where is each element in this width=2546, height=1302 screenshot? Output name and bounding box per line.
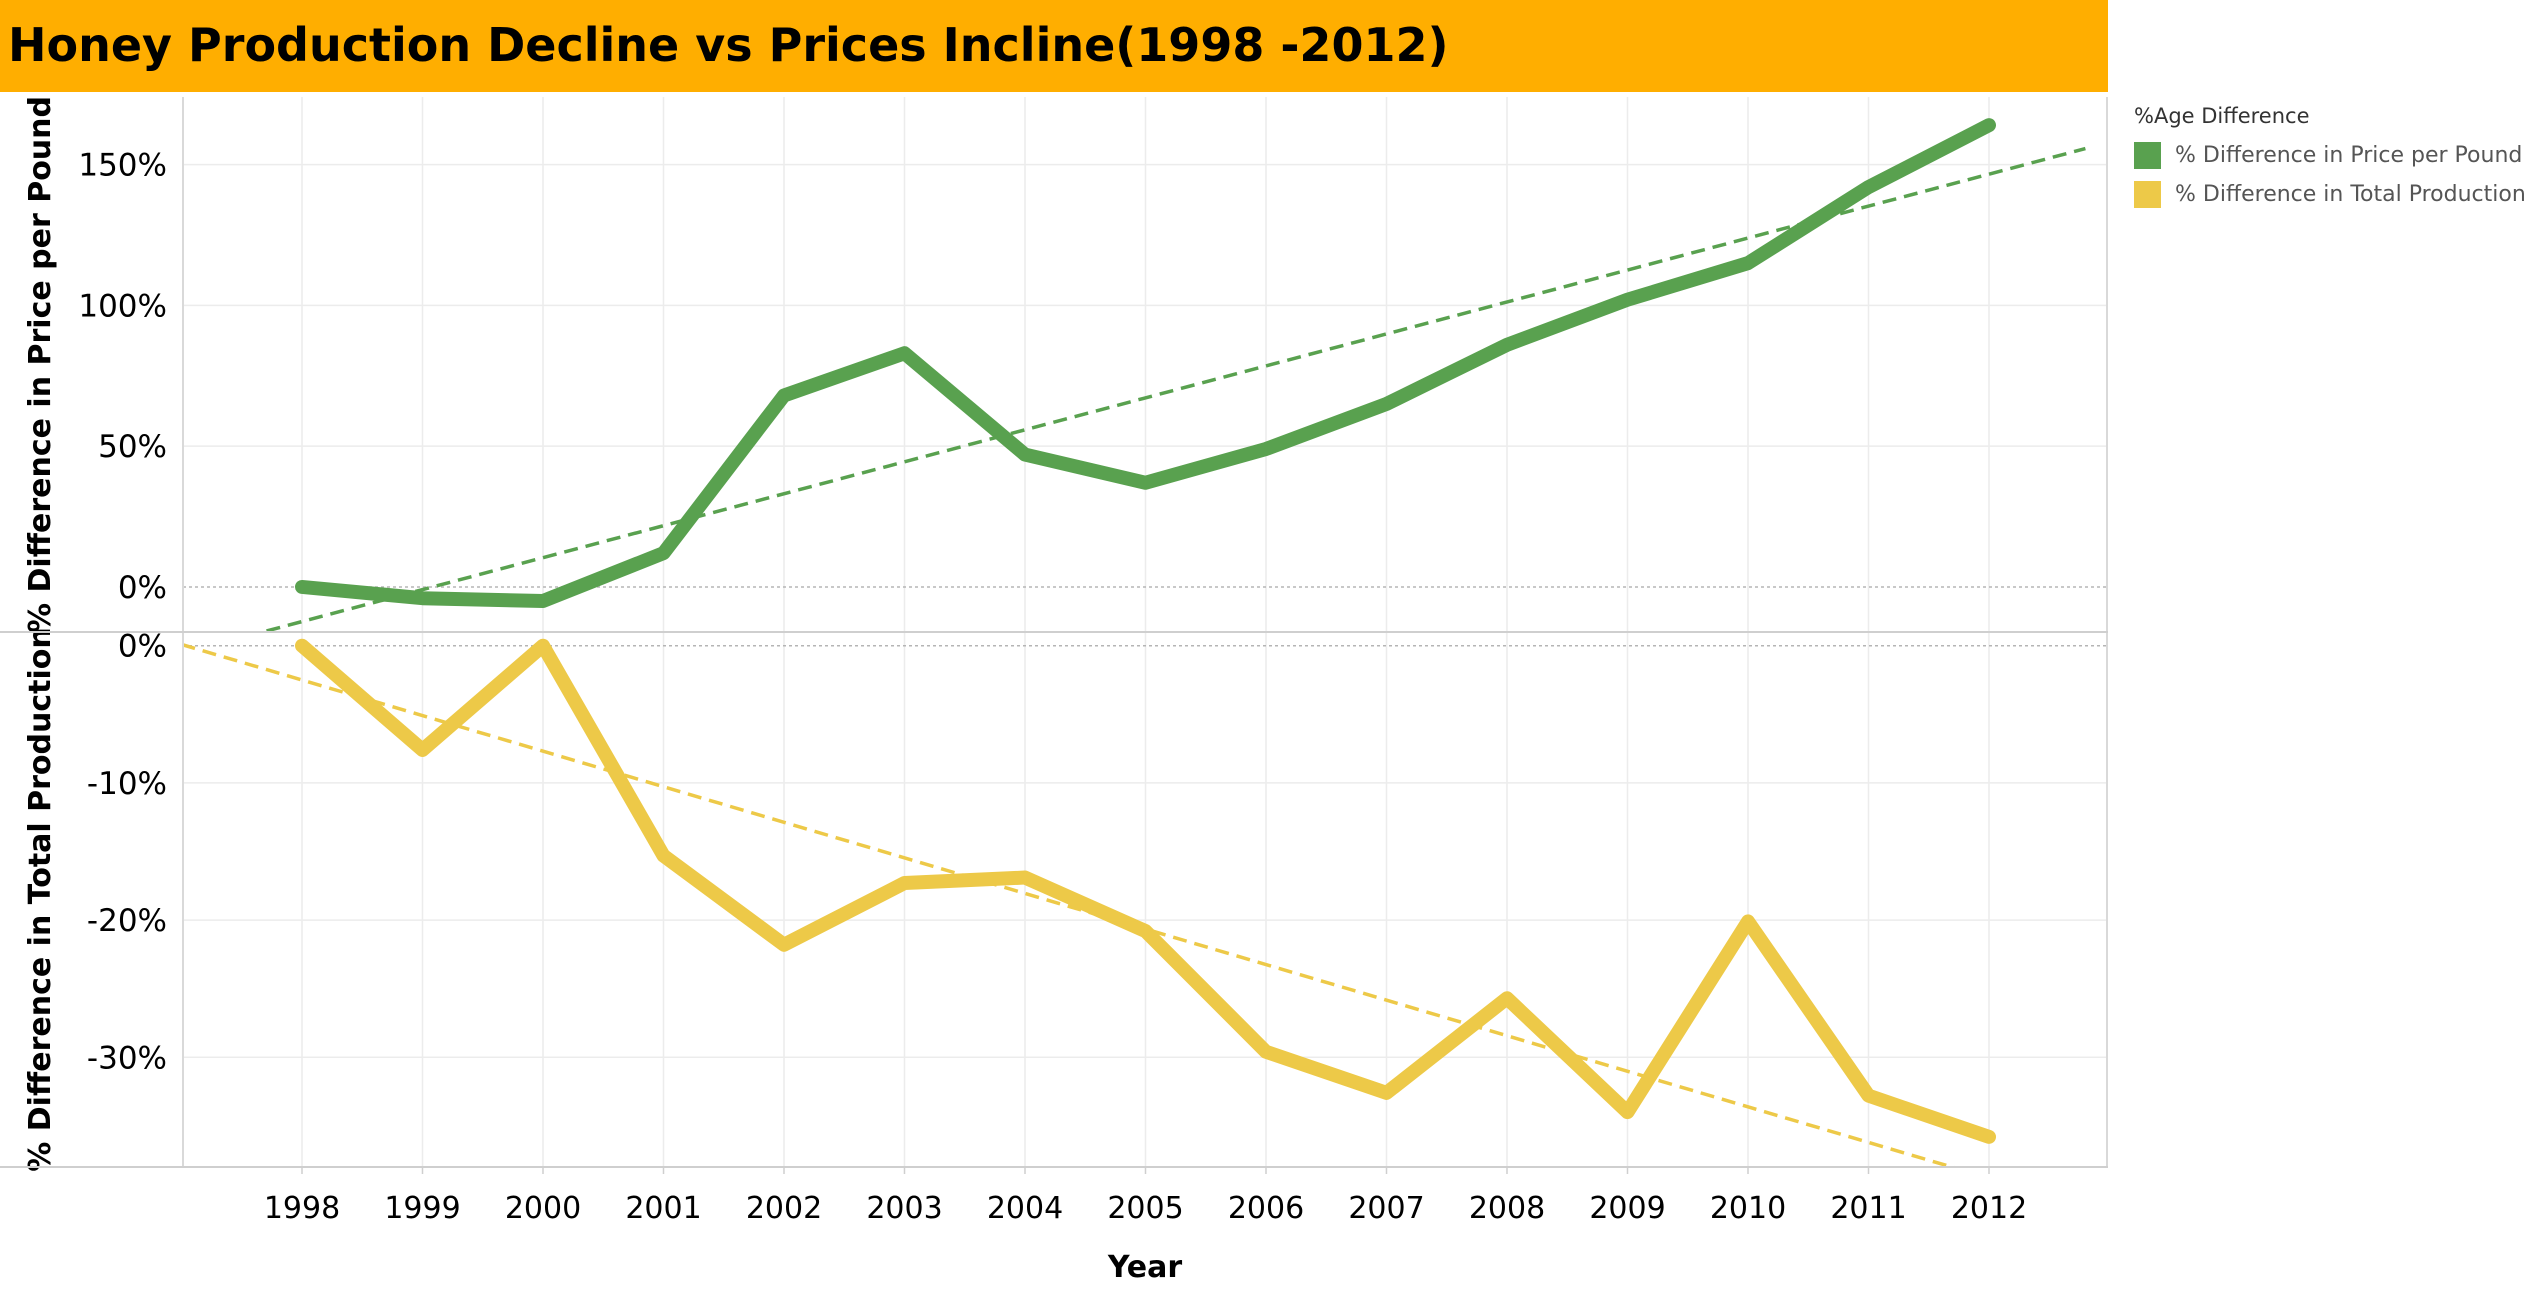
y-tick-label: -20% xyxy=(87,903,167,939)
x-tick-label: 2009 xyxy=(1589,1191,1665,1226)
y-tick-label: 100% xyxy=(78,288,167,324)
chart-area: 0% 50% 100% 150% % Difference in Price per P… xyxy=(0,96,2108,1285)
legend-swatch-production xyxy=(2134,181,2161,208)
x-tick-label: 2010 xyxy=(1710,1191,1786,1226)
x-tick-label: 2011 xyxy=(1830,1191,1906,1226)
x-tick-label: 1998 xyxy=(264,1191,340,1226)
legend-label-production: % Difference in Total Production xyxy=(2175,182,2526,207)
y-tick-label: 0% xyxy=(118,570,167,606)
x-axis-title: Year xyxy=(1107,1250,1183,1285)
trend-line xyxy=(255,146,2086,632)
chart-title: Honey Production Decline vs Prices Incli… xyxy=(8,18,1449,72)
title-bar: Honey Production Decline vs Prices Incli… xyxy=(0,0,2108,92)
y-axis-title: % Difference in Price per Pound xyxy=(23,96,58,633)
legend-item-production[interactable]: % Difference in Total Production xyxy=(2134,175,2544,214)
y-tick-label: -30% xyxy=(87,1040,167,1076)
y-axis-title: % Difference in Total Production xyxy=(23,627,58,1172)
y-tick-label: -10% xyxy=(87,766,167,802)
x-tick-label: 2012 xyxy=(1951,1191,2027,1226)
legend-title: %Age Difference xyxy=(2134,104,2310,128)
x-tick-label: 1999 xyxy=(384,1191,460,1226)
y-tick-label: 0% xyxy=(118,629,167,665)
y-tick-label: 50% xyxy=(98,429,167,465)
panel-price: 0% 50% 100% 150% % Difference in Price per P… xyxy=(23,96,2108,633)
x-tick-label: 2005 xyxy=(1107,1191,1183,1226)
legend: %Age Difference % Difference in Price pe… xyxy=(2134,104,2544,214)
series-line xyxy=(295,638,1996,1144)
series-line xyxy=(295,118,1996,609)
x-tick-label: 2006 xyxy=(1228,1191,1304,1226)
legend-swatch-price xyxy=(2134,142,2161,169)
x-tick-label: 2000 xyxy=(505,1191,581,1226)
x-tick-label: 2002 xyxy=(746,1191,822,1226)
x-tick-label: 2007 xyxy=(1348,1191,1424,1226)
legend-item-price[interactable]: % Difference in Price per Pound xyxy=(2134,136,2544,175)
x-tick-label: 2003 xyxy=(866,1191,942,1226)
y-tick-label: 150% xyxy=(78,148,167,184)
legend-label-price: % Difference in Price per Pound xyxy=(2175,143,2523,168)
panel-production: 0% -10% -20% -30% % Difference in Total Prod… xyxy=(23,627,2108,1172)
x-tick-label: 2008 xyxy=(1469,1191,1545,1226)
x-tick-label: 2001 xyxy=(625,1191,701,1226)
x-tick-label: 2004 xyxy=(987,1191,1063,1226)
